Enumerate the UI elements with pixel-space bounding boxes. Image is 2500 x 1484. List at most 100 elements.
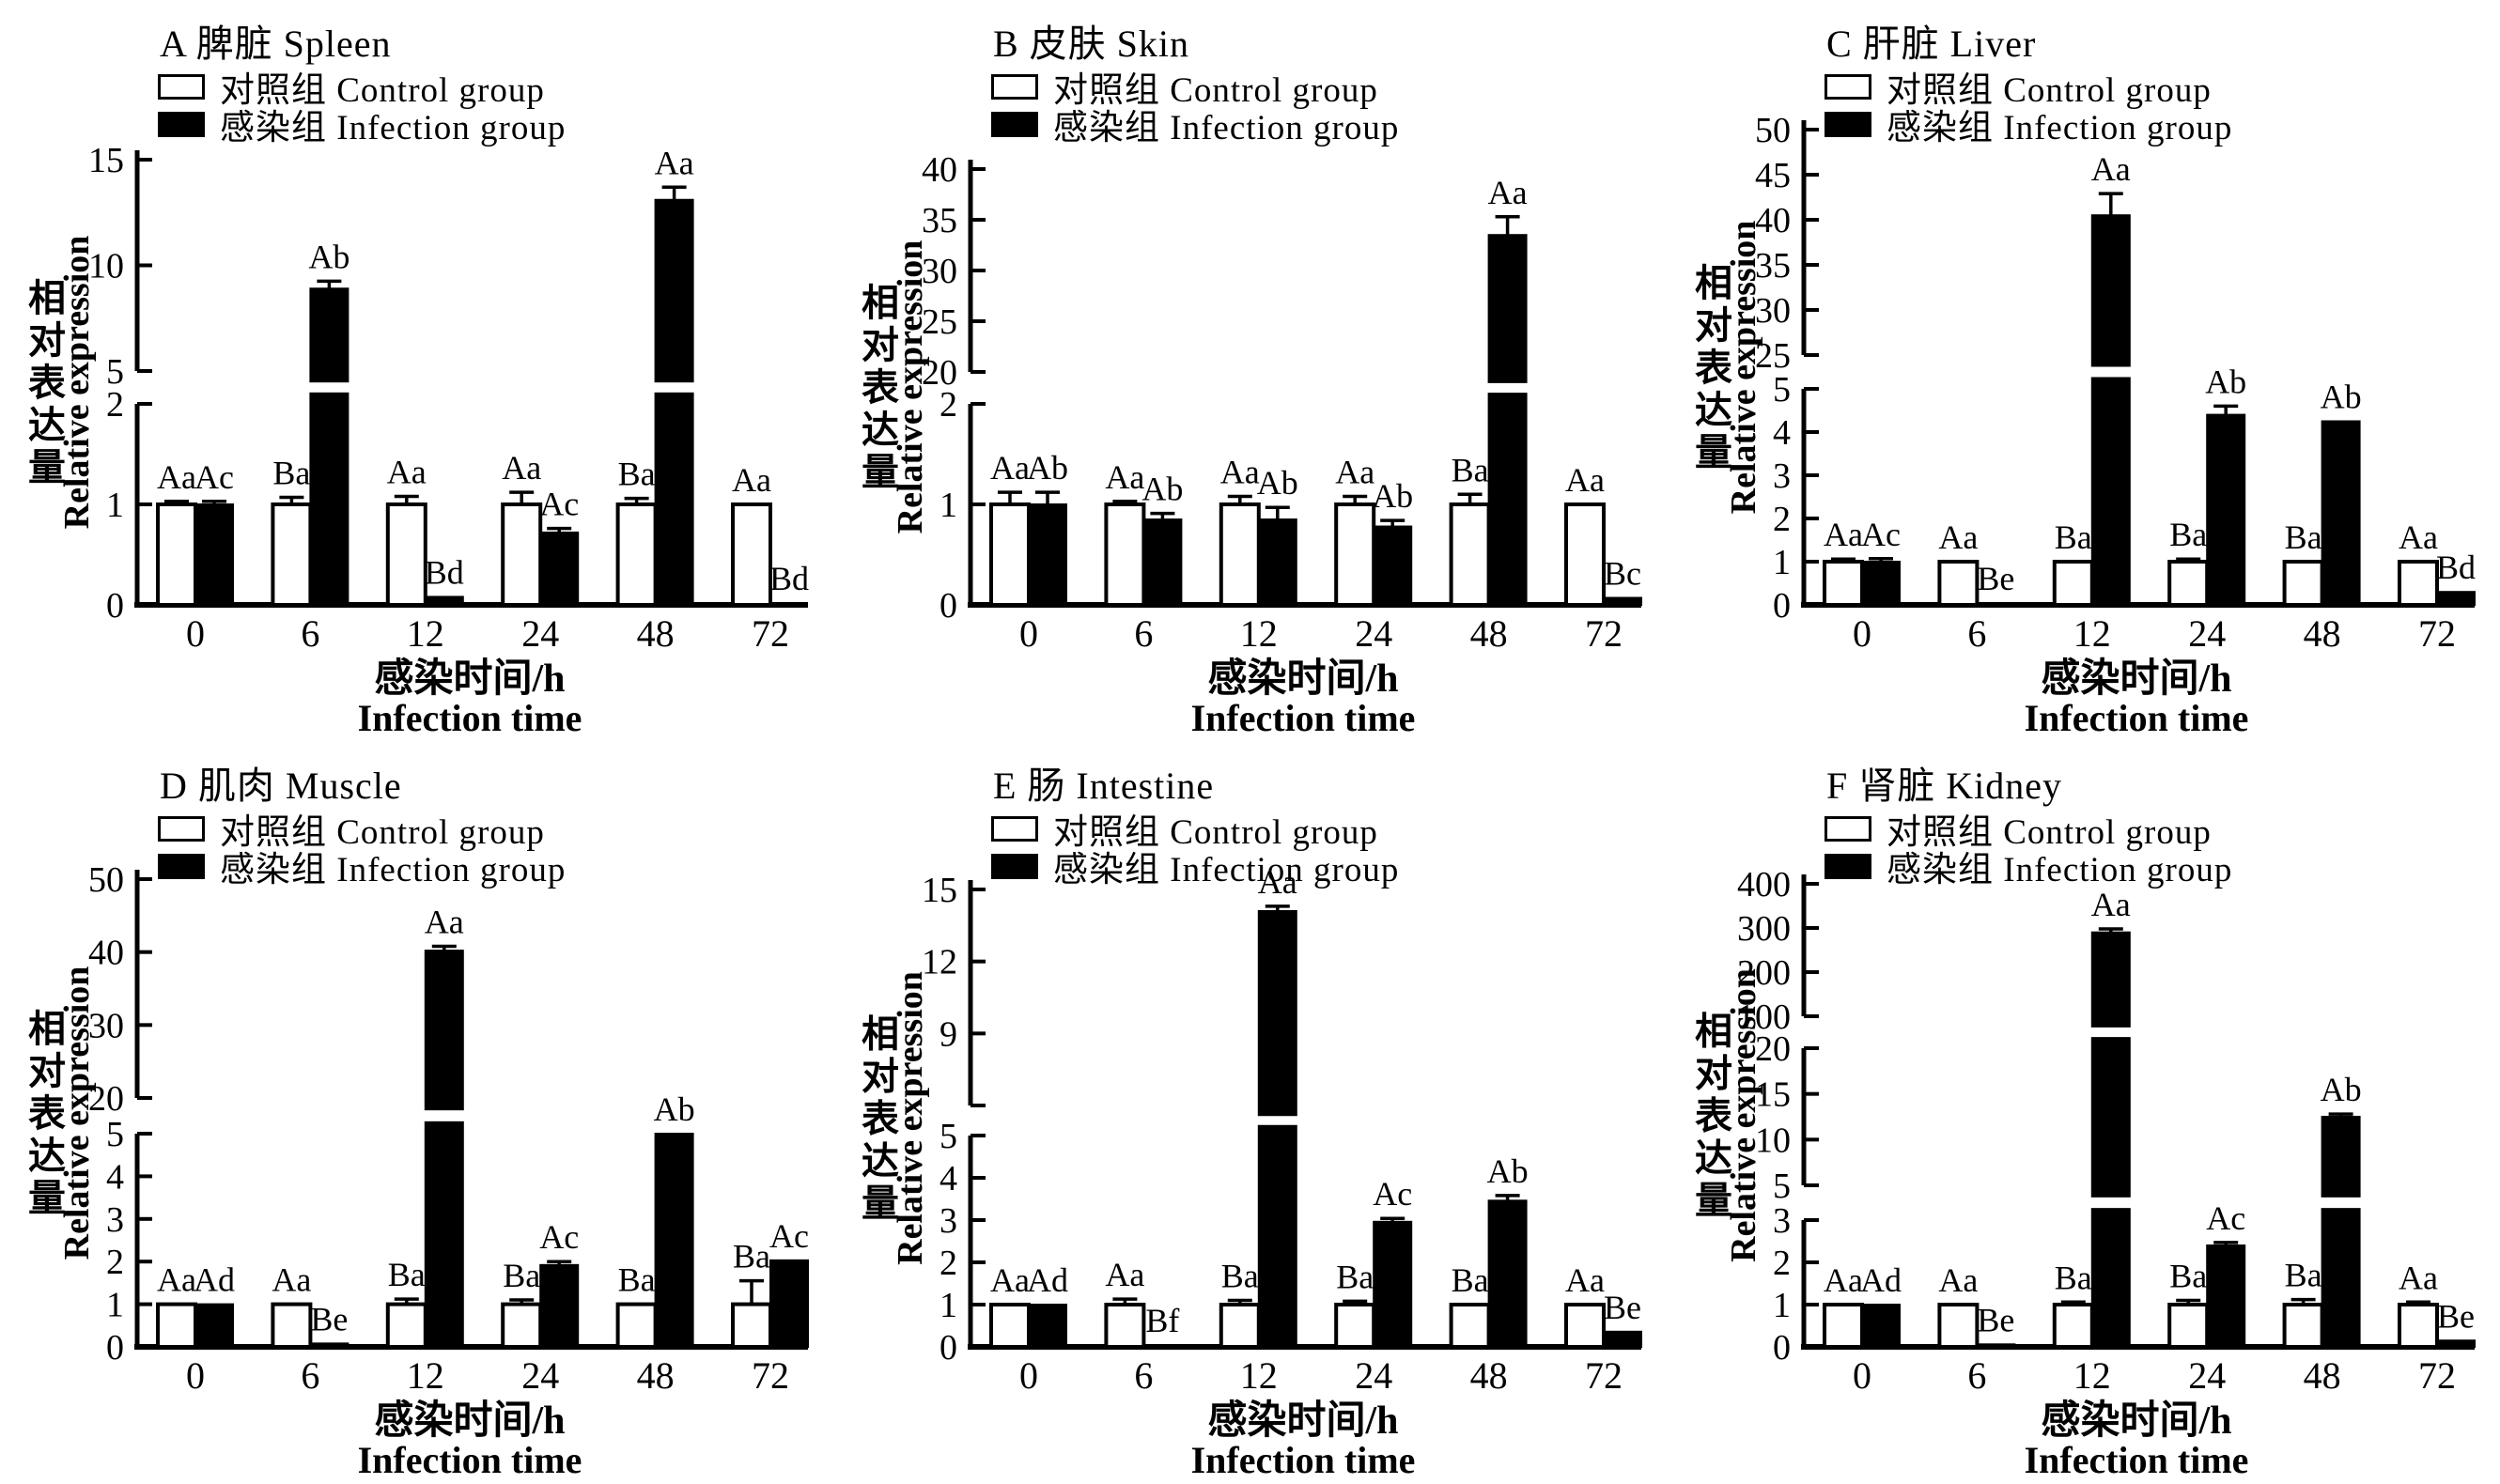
significance-letter: Aa	[425, 903, 464, 940]
significance-letter: Ab	[1487, 1152, 1529, 1190]
significance-letter: Bd	[2436, 549, 2476, 586]
x-axis-label-zh: 感染时间/h	[374, 657, 565, 701]
bar-control-6h	[1104, 502, 1146, 607]
x-tick-label: 24	[1355, 1354, 1392, 1397]
bar-infection-48h	[2321, 420, 2361, 606]
y-axis-label-zh: 量	[1695, 1180, 1732, 1222]
bar-control-24h	[501, 1302, 543, 1349]
x-tick-label: 0	[186, 612, 205, 655]
bar-infection-0h	[194, 503, 234, 606]
bar-infection-12h	[1257, 1124, 1297, 1349]
x-tick-label: 48	[1470, 1354, 1508, 1397]
y-tick-label: 15	[1755, 1075, 1791, 1115]
y-axis-label-zh: 对	[1695, 304, 1732, 347]
significance-letter: Ac	[769, 1217, 809, 1255]
significance-letter: Bd	[769, 560, 809, 597]
bar-infection-12h	[1257, 518, 1297, 606]
legend-row-control: 对照组 Control group	[991, 810, 1399, 852]
bar-infection-6h	[1142, 518, 1183, 606]
x-tick-label: 48	[1470, 612, 1508, 655]
x-axis-label-en: Infection time	[1191, 697, 1416, 739]
panel-title: E 肠 Intestine	[993, 765, 1215, 807]
legend-row-control: 对照组 Control group	[1825, 68, 2232, 110]
bar-control-24h	[1334, 1303, 1376, 1349]
y-tick-label: 2	[939, 1244, 957, 1283]
x-tick-label: 12	[1240, 1354, 1278, 1397]
legend-infection-label: 感染组 Infection group	[1887, 851, 2233, 889]
bar-infection-12h	[424, 595, 464, 607]
y-tick-label: 25	[1755, 336, 1791, 376]
legend-infection-label: 感染组 Infection group	[1053, 851, 1400, 889]
significance-letter: Ab	[654, 1090, 695, 1128]
significance-letter: Bd	[425, 553, 464, 591]
y-tick-label: 2	[106, 385, 124, 425]
significance-letter: Aa	[1105, 458, 1144, 496]
bar-infection-24h	[2206, 413, 2246, 606]
bar-infection-12h	[2090, 1037, 2131, 1198]
bar-control-72h	[731, 1302, 772, 1349]
y-tick-label: 1	[939, 486, 957, 525]
x-tick-label: 6	[1134, 1354, 1153, 1397]
significance-letter: Aa	[990, 1261, 1030, 1299]
legend-control-label: 对照组 Control group	[1887, 813, 2212, 852]
bar-control-48h	[2282, 560, 2324, 607]
significance-letter: Aa	[157, 458, 196, 496]
x-tick-label: 12	[407, 612, 444, 655]
x-tick-label: 24	[1355, 612, 1392, 655]
x-tick-label: 0	[1019, 612, 1038, 655]
bar-control-6h	[1937, 1303, 1980, 1349]
bar-control-24h	[2167, 1303, 2210, 1349]
y-tick-label: 2	[939, 385, 957, 425]
significance-letter: Aa	[2399, 1259, 2438, 1296]
bar-infection-0h	[1861, 1304, 1901, 1348]
y-axis-label-zh: 表	[862, 366, 899, 409]
bar-infection-48h	[1487, 393, 1528, 606]
significance-letter: Aa	[272, 1261, 311, 1299]
x-tick-label: 72	[1585, 612, 1623, 655]
significance-letter: Ba	[1452, 1261, 1489, 1299]
y-axis-label-zh: 对	[862, 324, 899, 366]
bar-control-72h	[2398, 560, 2439, 607]
legend: 对照组 Control group 感染组 Infection group	[158, 810, 566, 889]
y-tick-label: 4	[1773, 413, 1791, 453]
y-axis-label-en: Relative expression	[891, 240, 930, 534]
y-tick-label: 20	[1755, 1029, 1791, 1069]
x-tick-label: 6	[301, 612, 319, 655]
y-axis-label-zh: 相	[862, 282, 899, 324]
x-tick-label: 72	[1585, 1354, 1623, 1397]
bar-control-72h	[1564, 1303, 1606, 1349]
panel-b-skin: B 皮肤 Skin 对照组 Control group 感染组 Infectio…	[833, 0, 1667, 742]
y-tick-label: 2	[1773, 1244, 1791, 1283]
infection-swatch-icon	[991, 853, 1038, 879]
significance-letter: Ba	[388, 1256, 426, 1293]
bar-control-0h	[156, 1302, 197, 1349]
significance-letter: Ad	[1860, 1261, 1902, 1299]
bar-control-72h	[2398, 1303, 2439, 1349]
bar-infection-12h	[2090, 931, 2131, 1028]
y-axis-label-zh: 达	[1695, 1137, 1732, 1180]
control-swatch-icon	[1825, 73, 1871, 100]
y-axis-label-en: Relative expression	[57, 236, 97, 530]
bar-control-24h	[2167, 560, 2210, 607]
y-axis-label-zh: 对	[1695, 1053, 1732, 1095]
significance-letter: Ab	[1372, 477, 1413, 515]
x-axis-label-zh: 感染时间/h	[374, 1399, 565, 1443]
y-axis-label-zh: 相	[1695, 1011, 1732, 1053]
significance-letter: Aa	[1105, 1256, 1144, 1293]
y-axis-label-zh: 达	[28, 404, 66, 446]
legend-row-infection: 感染组 Infection group	[1825, 847, 2232, 889]
legend: 对照组 Control group 感染组 Infection group	[991, 810, 1399, 889]
bar-control-48h	[615, 1302, 658, 1349]
bar-infection-12h	[2090, 214, 2131, 367]
bar-infection-24h	[1373, 1220, 1413, 1348]
x-tick-label: 6	[1967, 612, 1986, 655]
significance-letter: Ba	[2169, 516, 2207, 553]
significance-letter: Ac	[1861, 516, 1901, 553]
x-tick-label: 0	[1853, 1354, 1871, 1397]
bar-control-6h	[271, 502, 313, 607]
x-tick-label: 0	[1019, 1354, 1038, 1397]
